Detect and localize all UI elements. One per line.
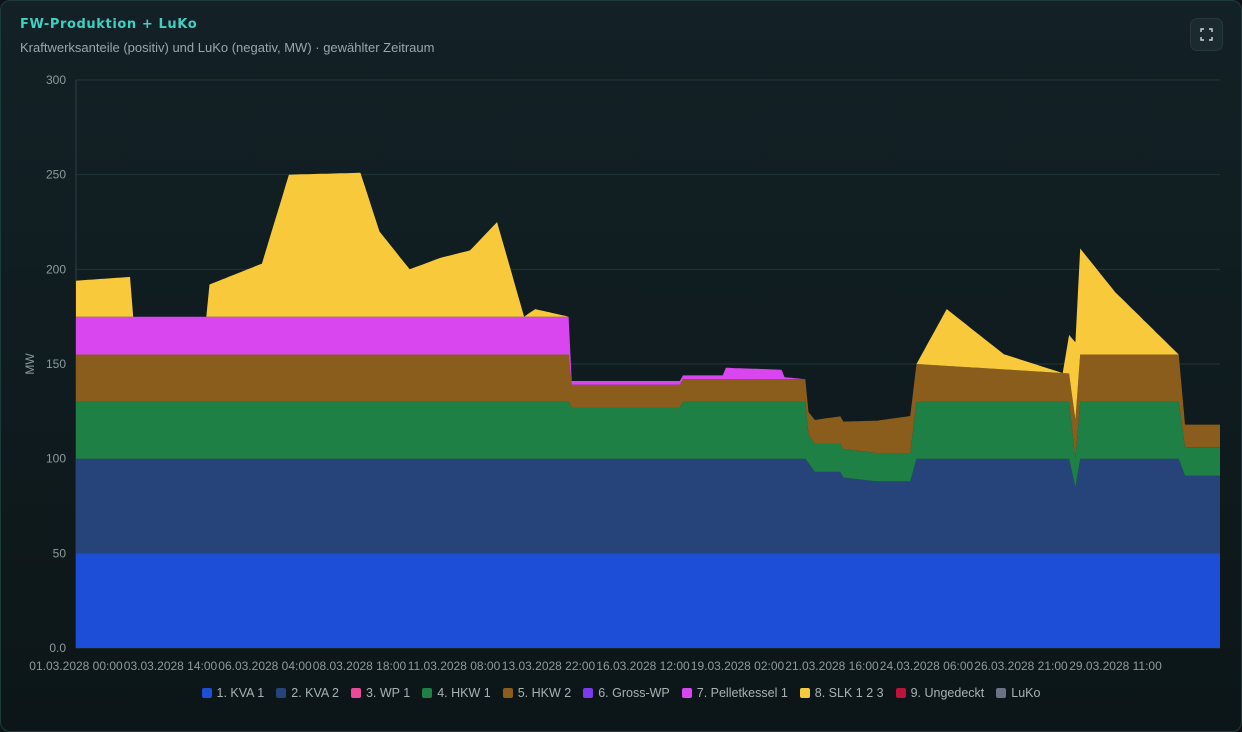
y-tick-label: 0.0 <box>49 641 66 655</box>
area-hkw-1 <box>76 401 1220 488</box>
chart-subtitle: Kraftwerksanteile (positiv) und LuKo (ne… <box>20 40 435 55</box>
legend-item-hkw-1[interactable]: 4. HKW 1 <box>422 686 491 700</box>
legend-swatch <box>895 688 906 698</box>
legend-swatch <box>996 688 1007 698</box>
legend-swatch <box>276 688 287 698</box>
legend-label: LuKo <box>1011 686 1041 700</box>
legend-label: 1. KVA 1 <box>216 686 265 700</box>
x-tick-label: 16.03.2028 12:00 <box>596 659 690 673</box>
legend-item-kva-1[interactable]: 1. KVA 1 <box>201 686 265 700</box>
area-kva-1 <box>76 553 1220 648</box>
legend-item-wp-1[interactable]: 3. WP 1 <box>350 686 411 700</box>
y-tick-label: 250 <box>46 168 66 182</box>
y-tick-label: 150 <box>46 357 66 371</box>
fullscreen-icon <box>1200 28 1213 41</box>
area-chart: 0.0 50 100 150 200 250 300 MW 01.03.2028 00:00 03… <box>23 73 1220 673</box>
legend-item-kva-2[interactable]: 2. KVA 2 <box>276 686 339 700</box>
legend-label: 3. WP 1 <box>365 686 411 700</box>
x-tick-label: 19.03.2028 02:00 <box>691 659 785 673</box>
chart-title: FW-Produktion + LuKo <box>20 17 198 32</box>
area-slk-1-2-3 <box>76 172 1220 425</box>
legend-swatch <box>502 688 513 698</box>
legend-item-luko[interactable]: LuKo <box>996 686 1040 700</box>
legend-swatch <box>799 688 810 698</box>
legend-label: 9. Ungedeckt <box>910 686 985 700</box>
x-tick-label: 21.03.2028 16:00 <box>785 659 879 673</box>
legend-label: 5. HKW 2 <box>517 686 572 700</box>
y-axis-label: MW <box>23 353 37 375</box>
legend-swatch <box>350 688 361 698</box>
legend-swatch <box>681 688 692 698</box>
y-tick-label: 200 <box>46 262 66 276</box>
x-tick-label: 06.03.2028 04:00 <box>218 659 312 673</box>
legend-item-pelletkessel-1[interactable]: 7. Pelletkessel 1 <box>681 686 788 700</box>
x-tick-label: 03.03.2028 14:00 <box>124 659 218 673</box>
legend-item-hkw-2[interactable]: 5. HKW 2 <box>502 686 572 700</box>
y-tick-label: 100 <box>46 452 66 466</box>
y-tick-label: 50 <box>53 546 67 560</box>
x-tick-label: 26.03.2028 21:00 <box>974 659 1068 673</box>
legend-swatch <box>583 688 594 698</box>
x-tick-label: 11.03.2028 08:00 <box>408 659 501 673</box>
x-tick-label: 29.03.2028 11:00 <box>1069 659 1162 673</box>
legend-label: 8. SLK 1 2 3 <box>814 686 884 700</box>
legend-item-ungedeckt[interactable]: 9. Ungedeckt <box>895 686 985 700</box>
legend-label: 2. KVA 2 <box>291 686 339 700</box>
x-tick-label: 08.03.2028 18:00 <box>313 659 407 673</box>
fullscreen-button[interactable] <box>1190 18 1223 51</box>
legend-item-slk-1-2-3[interactable]: 8. SLK 1 2 3 <box>799 686 884 700</box>
legend-swatch <box>422 688 433 698</box>
legend-label: 7. Pelletkessel 1 <box>696 686 788 700</box>
y-tick-label: 300 <box>46 73 66 87</box>
legend-item-gross-wp[interactable]: 6. Gross-WP <box>583 686 670 700</box>
legend-label: 4. HKW 1 <box>437 686 491 700</box>
legend-label: 6. Gross-WP <box>598 686 670 700</box>
x-tick-label: 13.03.2028 22:00 <box>502 659 596 673</box>
area-kva-2 <box>76 458 1220 554</box>
legend-swatch <box>201 688 212 698</box>
chart-legend: 1. KVA 1 2. KVA 2 3. WP 1 4. HKW 1 5. HKW 2 6… <box>0 686 1242 700</box>
x-tick-label: 24.03.2028 06:00 <box>880 659 974 673</box>
x-tick-label: 01.03.2028 00:00 <box>29 659 123 673</box>
area-pelletkessel-1 <box>76 316 1220 425</box>
area-hkw-2 <box>76 354 1220 459</box>
